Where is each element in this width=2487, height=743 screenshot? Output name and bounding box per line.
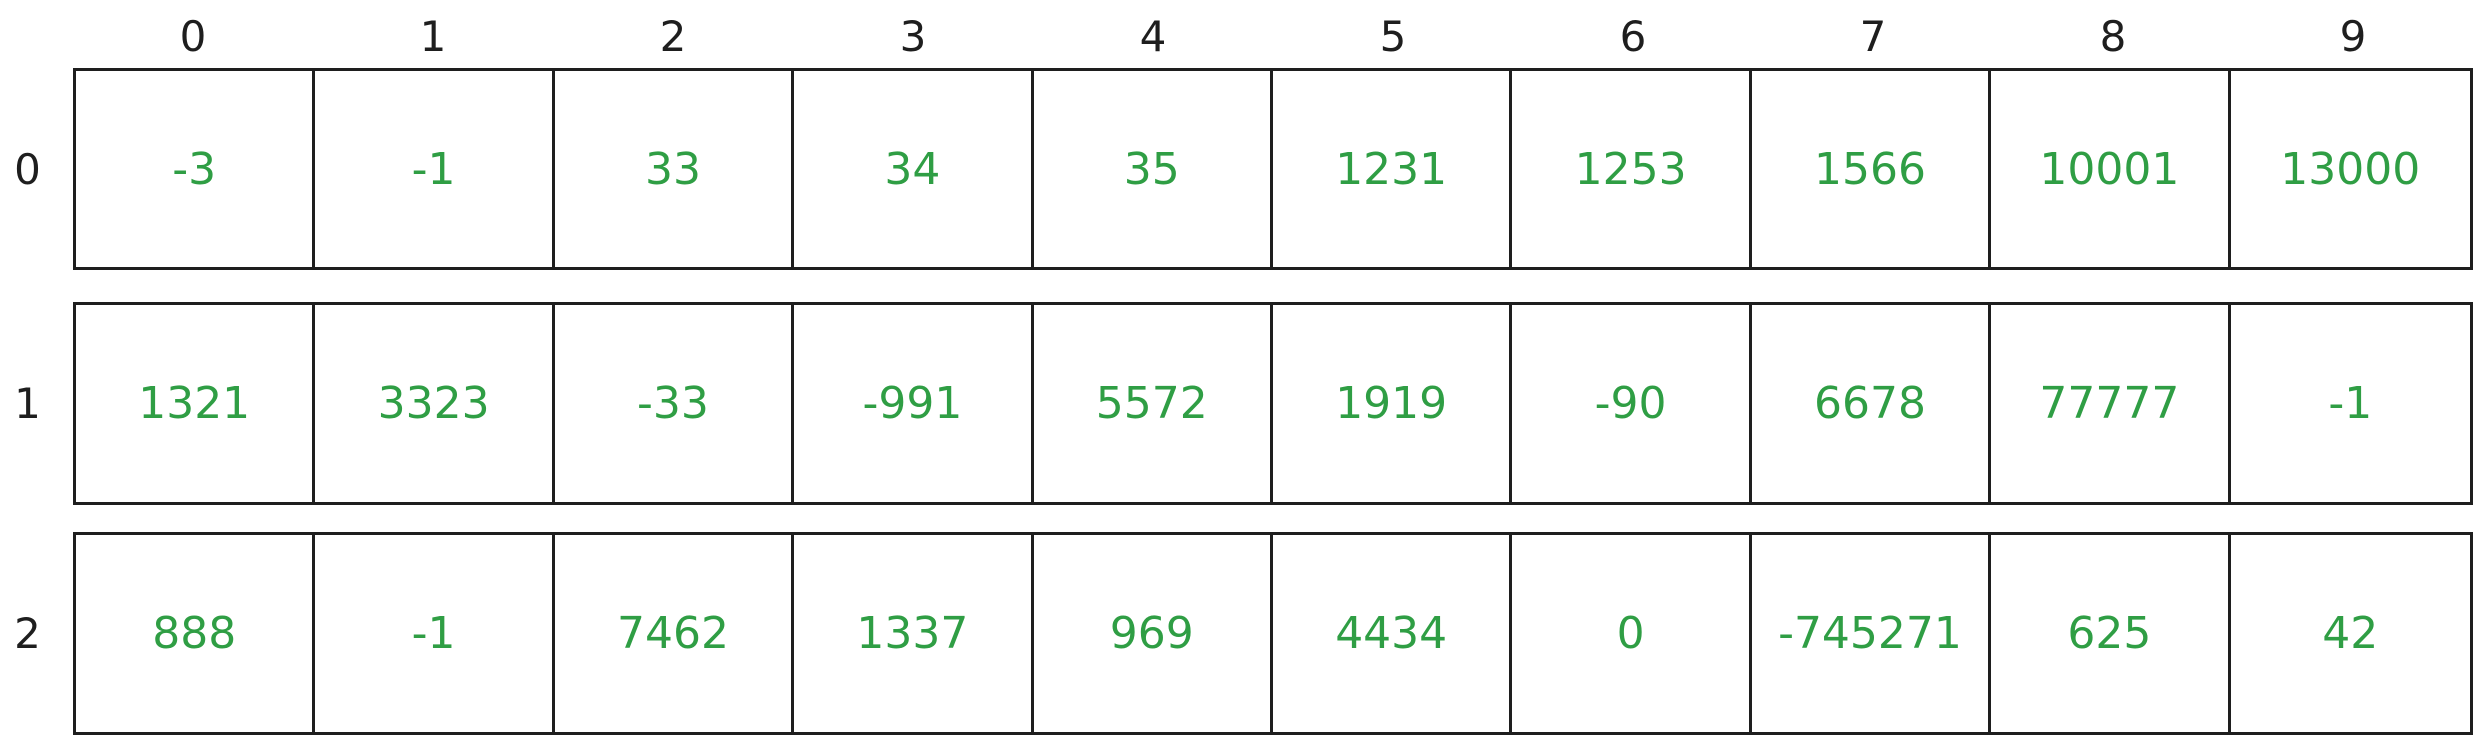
- array-cell: -1: [315, 71, 555, 267]
- array-cell: -3: [76, 71, 316, 267]
- array-cell: 1231: [1273, 71, 1513, 267]
- array-row-2: 888 -1 7462 1337 969 4434 0 -745271 625 …: [73, 532, 2473, 735]
- array-cell: 10001: [1991, 71, 2231, 267]
- array-cell: 35: [1034, 71, 1273, 267]
- array-cell: 0: [1512, 535, 1752, 732]
- array-cell: 3323: [315, 305, 555, 502]
- array-cell: -90: [1512, 305, 1752, 502]
- array-cell: 13000: [2280, 143, 2421, 195]
- column-index: 0: [179, 12, 207, 61]
- array-cell: 77777: [1991, 305, 2231, 502]
- array-row-0: -3 -1 33 34 35 1231 1253 1566 10001 1300…: [73, 68, 2473, 270]
- array-cell: -991: [794, 305, 1034, 502]
- column-index: 7: [1859, 12, 1887, 61]
- array-cell: 969: [1034, 535, 1273, 732]
- column-index: 4: [1139, 12, 1167, 61]
- array-cell: 4434: [1273, 535, 1513, 732]
- array-cell: 6678: [1752, 305, 1992, 502]
- row-index-0: 0: [14, 144, 41, 194]
- array-cell: 1919: [1273, 305, 1513, 502]
- array-cell: -1: [2328, 378, 2373, 429]
- array-cell: -745271: [1752, 535, 1992, 732]
- array-cell: 1253: [1512, 71, 1752, 267]
- array-cell: 1566: [1752, 71, 1992, 267]
- array-cell: 625: [1991, 535, 2231, 732]
- column-index-header: 0 1 2 3 4 5 6 7 8 9: [73, 0, 2473, 65]
- column-index: 6: [1619, 12, 1647, 61]
- column-index: 9: [2339, 12, 2367, 61]
- array-cell: -33: [555, 305, 795, 502]
- row-index-1: 1: [14, 379, 41, 428]
- array-cell: 42: [2322, 608, 2379, 659]
- row-index-2: 2: [14, 609, 41, 658]
- column-index: 5: [1379, 12, 1407, 61]
- array-cell: 7462: [555, 535, 795, 732]
- array-cell: 888: [76, 535, 316, 732]
- array-cell: 33: [555, 71, 795, 267]
- column-index: 8: [2099, 12, 2127, 61]
- array-cell: 5572: [1034, 305, 1273, 502]
- column-index: 1: [419, 12, 447, 61]
- column-index: 2: [659, 12, 687, 61]
- column-index: 3: [899, 12, 927, 61]
- array-cell: 1321: [76, 305, 316, 502]
- array-row-1: 1321 3323 -33 -991 5572 1919 -90 6678 77…: [73, 302, 2473, 505]
- array-cell: -1: [315, 535, 555, 732]
- array-cell: 1337: [794, 535, 1034, 732]
- array-cell: 34: [794, 71, 1034, 267]
